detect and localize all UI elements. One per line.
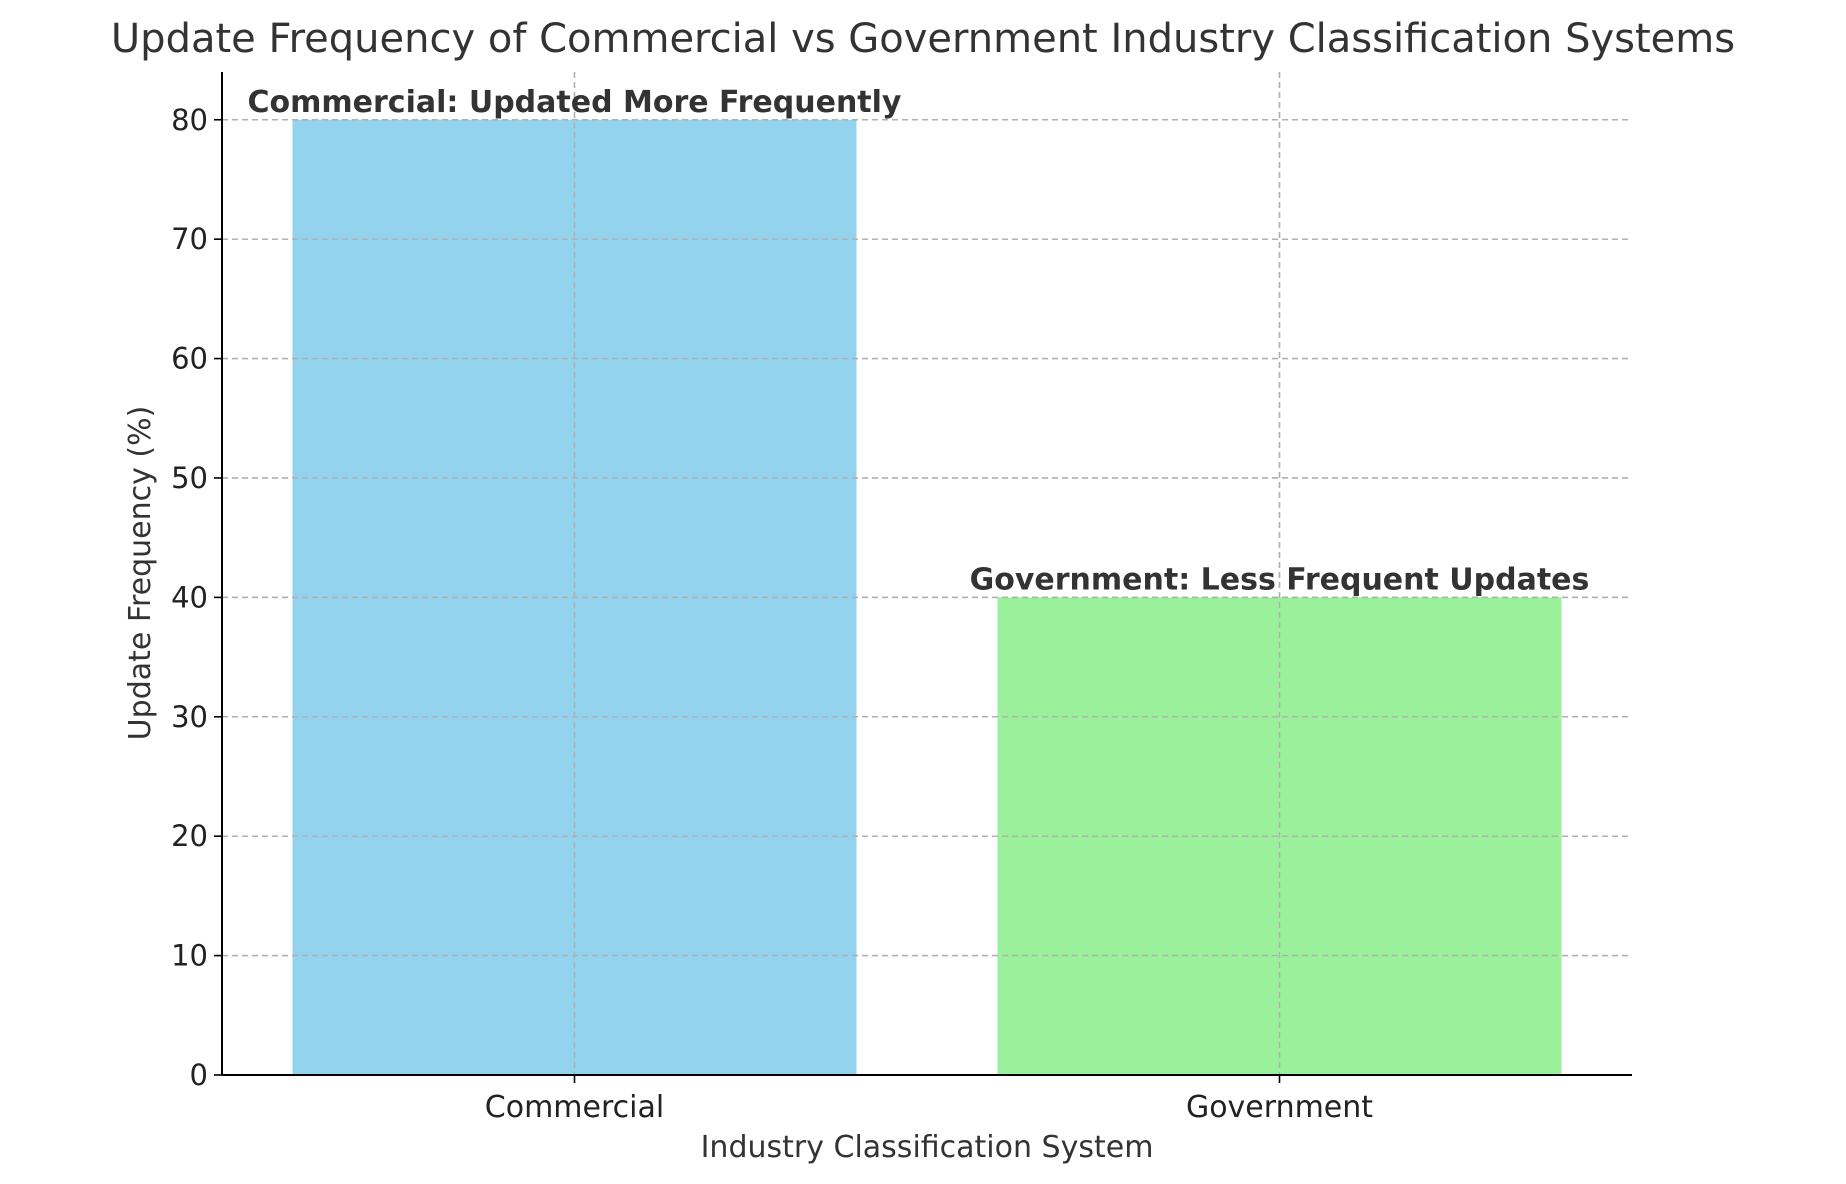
y-tick-label: 80 xyxy=(171,103,208,137)
y-tick-label: 50 xyxy=(171,461,208,495)
x-axis-label: Industry Classification System xyxy=(701,1130,1154,1165)
y-tick-label: 40 xyxy=(171,580,208,614)
y-tick-label: 60 xyxy=(171,342,208,376)
y-tick-label: 30 xyxy=(171,700,208,734)
axes xyxy=(214,72,1632,1083)
x-tick-label: Commercial xyxy=(485,1090,664,1125)
x-tick-label: Government xyxy=(1186,1090,1373,1125)
y-tick-label: 20 xyxy=(171,819,208,853)
y-tick-label: 70 xyxy=(171,222,208,256)
chart-title: Update Frequency of Commercial vs Govern… xyxy=(111,16,1735,62)
y-tick-label: 10 xyxy=(171,939,208,973)
bars xyxy=(222,72,1632,1075)
y-tick-label: 0 xyxy=(190,1058,208,1092)
y-axis-label: Update Frequency (%) xyxy=(123,406,158,741)
bar-annotation: Government: Less Frequent Updates xyxy=(970,562,1590,597)
labels: 0 10 20 30 40 50 60 70 80 Commercial Government Com… xyxy=(171,85,1589,1125)
bar-annotation: Commercial: Updated More Frequently xyxy=(248,85,902,120)
